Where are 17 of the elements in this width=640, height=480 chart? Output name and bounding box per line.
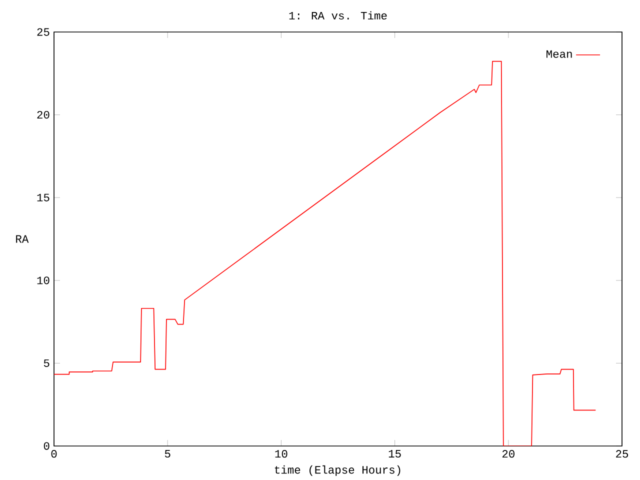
x-axis-title: time (Elapse Hours) bbox=[274, 465, 400, 476]
x-tick-label: 20 bbox=[502, 450, 514, 458]
y-axis-title: RA bbox=[16, 235, 29, 243]
y-tick-label: 10 bbox=[37, 276, 50, 284]
x-tick-label: 15 bbox=[388, 450, 401, 458]
y-tick-label: 0 bbox=[44, 442, 50, 450]
x-tick-label: 5 bbox=[164, 450, 170, 458]
x-tick-label: 25 bbox=[616, 450, 628, 458]
line-series bbox=[54, 60, 596, 446]
y-tick-label: 15 bbox=[37, 194, 50, 202]
y-tick-label: 20 bbox=[37, 110, 50, 119]
x-tick-label: 0 bbox=[51, 450, 57, 458]
x-tick-label: 10 bbox=[275, 450, 288, 458]
y-tick-label: 25 bbox=[37, 28, 50, 36]
legend-label: Mean bbox=[546, 50, 572, 58]
chart-title: 1: RA vs. Time bbox=[289, 11, 387, 20]
y-tick-label: 5 bbox=[44, 359, 50, 367]
